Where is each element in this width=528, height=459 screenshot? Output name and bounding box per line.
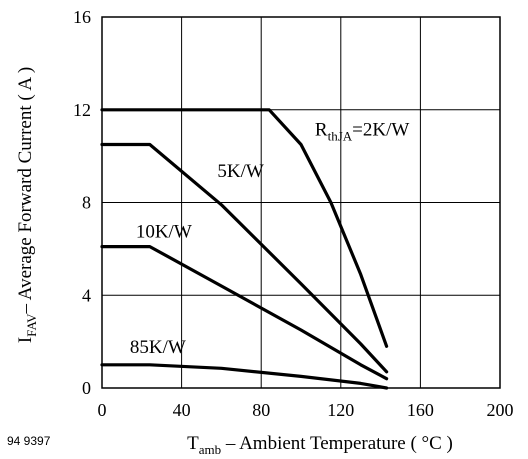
y-tick-label: 0 (82, 378, 91, 398)
y-tick-label: 12 (73, 100, 91, 120)
x-tick-label: 0 (98, 400, 107, 420)
y-tick-labels: 0 4 8 12 16 (73, 7, 91, 398)
x-tick-labels: 0 40 80 120 160 200 (98, 400, 514, 420)
x-tick-label: 40 (173, 400, 191, 420)
x-axis-label: Tamb – Ambient Temperature ( °C ) (187, 433, 453, 457)
series-label-2: 10K/W (136, 221, 192, 242)
series-line-0 (100, 108, 389, 348)
series-line-3 (100, 363, 389, 390)
series-lines (100, 108, 389, 390)
plot-frame (101, 16, 501, 389)
grid (102, 17, 500, 388)
series-line-2 (100, 245, 389, 381)
series-label-1: 5K/W (217, 161, 263, 182)
series-line-1 (100, 142, 389, 374)
y-tick-label: 16 (73, 7, 91, 27)
series-label-3: 85K/W (130, 337, 186, 358)
y-tick-label: 8 (82, 193, 91, 213)
y-tick-label: 4 (82, 285, 91, 305)
figure-id: 94 9397 (7, 434, 51, 448)
x-tick-label: 200 (487, 400, 514, 420)
series-label-0: RthJA=2K/W (315, 119, 409, 143)
y-axis-label: IFAV– Average Forward Current ( A ) (15, 67, 39, 343)
series-labels: RthJA=2K/W 5K/W 10K/W 85K/W (130, 119, 410, 358)
x-tick-label: 80 (252, 400, 270, 420)
x-tick-label: 120 (327, 400, 354, 420)
x-tick-label: 160 (407, 400, 434, 420)
